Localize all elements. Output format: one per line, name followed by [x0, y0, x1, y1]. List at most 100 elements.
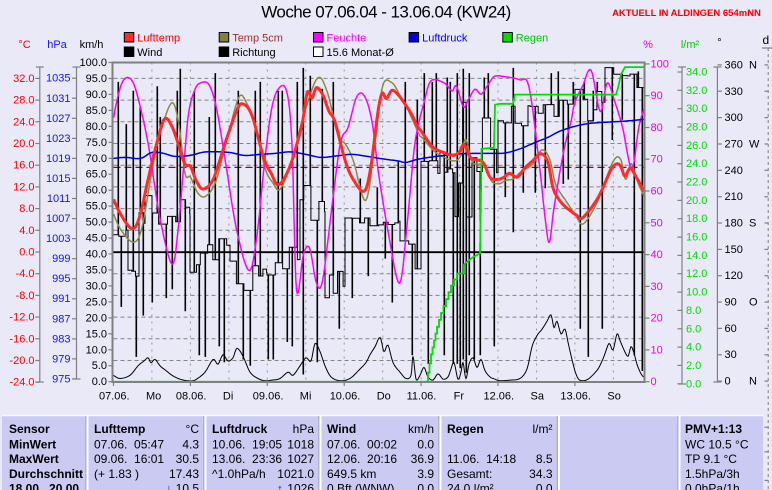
svg-text:80.0: 80.0	[86, 121, 107, 133]
svg-text:60: 60	[725, 323, 737, 335]
svg-text:270: 270	[725, 139, 743, 151]
svg-text:Mi: Mi	[300, 391, 312, 403]
svg-text:150: 150	[725, 244, 743, 256]
svg-text:1015: 1015	[46, 173, 70, 185]
svg-text:1021.0: 1021.0	[277, 467, 314, 481]
svg-text:1019: 1019	[46, 153, 70, 165]
svg-text:0.0: 0.0	[19, 247, 34, 259]
svg-text:6.0: 6.0	[686, 323, 701, 335]
svg-text:30: 30	[651, 281, 663, 293]
svg-text:1026: 1026	[287, 482, 314, 490]
svg-text:Richtung: Richtung	[232, 47, 275, 59]
svg-text:90: 90	[651, 90, 663, 102]
svg-text:km/h: km/h	[408, 422, 434, 436]
svg-text:↓: ↓	[166, 482, 172, 490]
svg-text:20: 20	[651, 313, 663, 325]
svg-text:55.0: 55.0	[86, 201, 107, 213]
svg-text:O: O	[749, 297, 758, 309]
svg-text:S: S	[749, 218, 756, 230]
svg-text:1011: 1011	[47, 193, 71, 205]
svg-text:Wind: Wind	[327, 422, 356, 436]
svg-text:35.0: 35.0	[86, 265, 107, 277]
svg-text:Fr: Fr	[454, 391, 465, 403]
svg-text:24.0: 24.0	[686, 158, 707, 170]
svg-text:11.06.: 11.06.	[407, 391, 437, 403]
svg-text:-8.0: -8.0	[16, 290, 35, 302]
svg-text:90.0: 90.0	[86, 89, 107, 101]
svg-text:5.0: 5.0	[92, 360, 107, 372]
svg-text:10.0: 10.0	[686, 287, 707, 299]
svg-text:4.0: 4.0	[19, 225, 34, 237]
svg-text:11.06. 14:18: 11.06. 14:18	[447, 452, 516, 466]
svg-text:14.0: 14.0	[686, 250, 707, 262]
svg-text:70.0: 70.0	[86, 153, 107, 165]
svg-text:Lufttemp: Lufttemp	[137, 33, 180, 45]
svg-text:75.0: 75.0	[86, 137, 107, 149]
svg-text:07.06. 00:02: 07.06. 00:02	[327, 437, 397, 451]
svg-text:%: %	[643, 39, 653, 51]
svg-text:Di: Di	[223, 391, 233, 403]
svg-text:10.06.: 10.06.	[330, 391, 361, 403]
svg-text:1023: 1023	[46, 133, 70, 145]
svg-text:15.6 Monat-Ø: 15.6 Monat-Ø	[327, 47, 395, 59]
svg-text:-16.0: -16.0	[9, 333, 34, 345]
svg-text:Sensor: Sensor	[9, 422, 50, 436]
svg-text:-4.0: -4.0	[16, 268, 35, 280]
svg-text:15.0: 15.0	[86, 328, 107, 340]
svg-text:°C: °C	[186, 422, 200, 436]
svg-text:4.3: 4.3	[182, 437, 199, 451]
svg-text:2.0: 2.0	[686, 360, 701, 372]
svg-text:1.5hPa/3h: 1.5hPa/3h	[685, 467, 740, 481]
svg-text:d: d	[763, 33, 770, 47]
svg-text:8.0: 8.0	[686, 305, 701, 317]
svg-text:18.00 20.00: 18.00 20.00	[9, 482, 79, 490]
svg-text:999: 999	[52, 253, 70, 265]
svg-text:(+ 1.83 ): (+ 1.83 )	[94, 467, 139, 481]
svg-text:18.0: 18.0	[686, 213, 707, 225]
svg-text:995: 995	[52, 273, 70, 285]
svg-text:-24.0: -24.0	[9, 377, 34, 389]
svg-text:180: 180	[725, 218, 743, 230]
svg-text:28.0: 28.0	[686, 122, 707, 134]
svg-text:30: 30	[725, 349, 737, 361]
svg-text:N: N	[749, 376, 757, 388]
svg-text:16.0: 16.0	[13, 160, 34, 172]
svg-text:07.06.: 07.06.	[99, 391, 130, 403]
svg-text:3.9: 3.9	[417, 467, 434, 481]
svg-text:100.0: 100.0	[79, 57, 107, 69]
svg-text:60.0: 60.0	[86, 185, 107, 197]
svg-text:^1.0hPa/h: ^1.0hPa/h	[212, 467, 266, 481]
svg-text:l/m²: l/m²	[533, 422, 553, 436]
svg-text:24.0 l/m²: 24.0 l/m²	[447, 482, 494, 490]
svg-text:MaxWert: MaxWert	[9, 452, 59, 466]
svg-text:13.06.: 13.06.	[560, 391, 591, 403]
svg-text:50.0: 50.0	[86, 217, 107, 229]
svg-text:25.0: 25.0	[86, 296, 107, 308]
svg-text:40: 40	[651, 249, 663, 261]
svg-text:0 Bft (WNW): 0 Bft (WNW)	[327, 482, 394, 490]
svg-text:28.0: 28.0	[13, 95, 34, 107]
svg-text:4.0: 4.0	[686, 342, 701, 354]
svg-text:360: 360	[725, 59, 743, 71]
svg-text:991: 991	[52, 293, 70, 305]
svg-text:Woche 07.06.04 - 13.06.04 (KW2: Woche 07.06.04 - 13.06.04 (KW24)	[261, 3, 511, 22]
svg-text:22.0: 22.0	[686, 177, 707, 189]
svg-text:32.0: 32.0	[13, 73, 34, 85]
svg-text:10.5: 10.5	[176, 482, 200, 490]
svg-text:40.0: 40.0	[86, 249, 107, 261]
svg-text:Luftdruck: Luftdruck	[212, 422, 268, 436]
svg-text:Sa: Sa	[531, 391, 545, 403]
svg-text:300: 300	[725, 112, 743, 124]
svg-text:0.0: 0.0	[92, 376, 107, 388]
svg-text:60: 60	[651, 186, 663, 198]
svg-text:1031: 1031	[46, 93, 70, 105]
svg-text:20.0: 20.0	[686, 195, 707, 207]
svg-text:80: 80	[651, 122, 663, 134]
svg-text:85.0: 85.0	[86, 105, 107, 117]
svg-text:10.06. 19:05: 10.06. 19:05	[212, 437, 282, 451]
svg-text:10: 10	[651, 344, 663, 356]
svg-text:36.9: 36.9	[411, 452, 435, 466]
svg-text:07.06. 05:47: 07.06. 05:47	[94, 437, 164, 451]
svg-text:Feuchte: Feuchte	[327, 33, 367, 45]
svg-text:Wind: Wind	[137, 47, 162, 59]
